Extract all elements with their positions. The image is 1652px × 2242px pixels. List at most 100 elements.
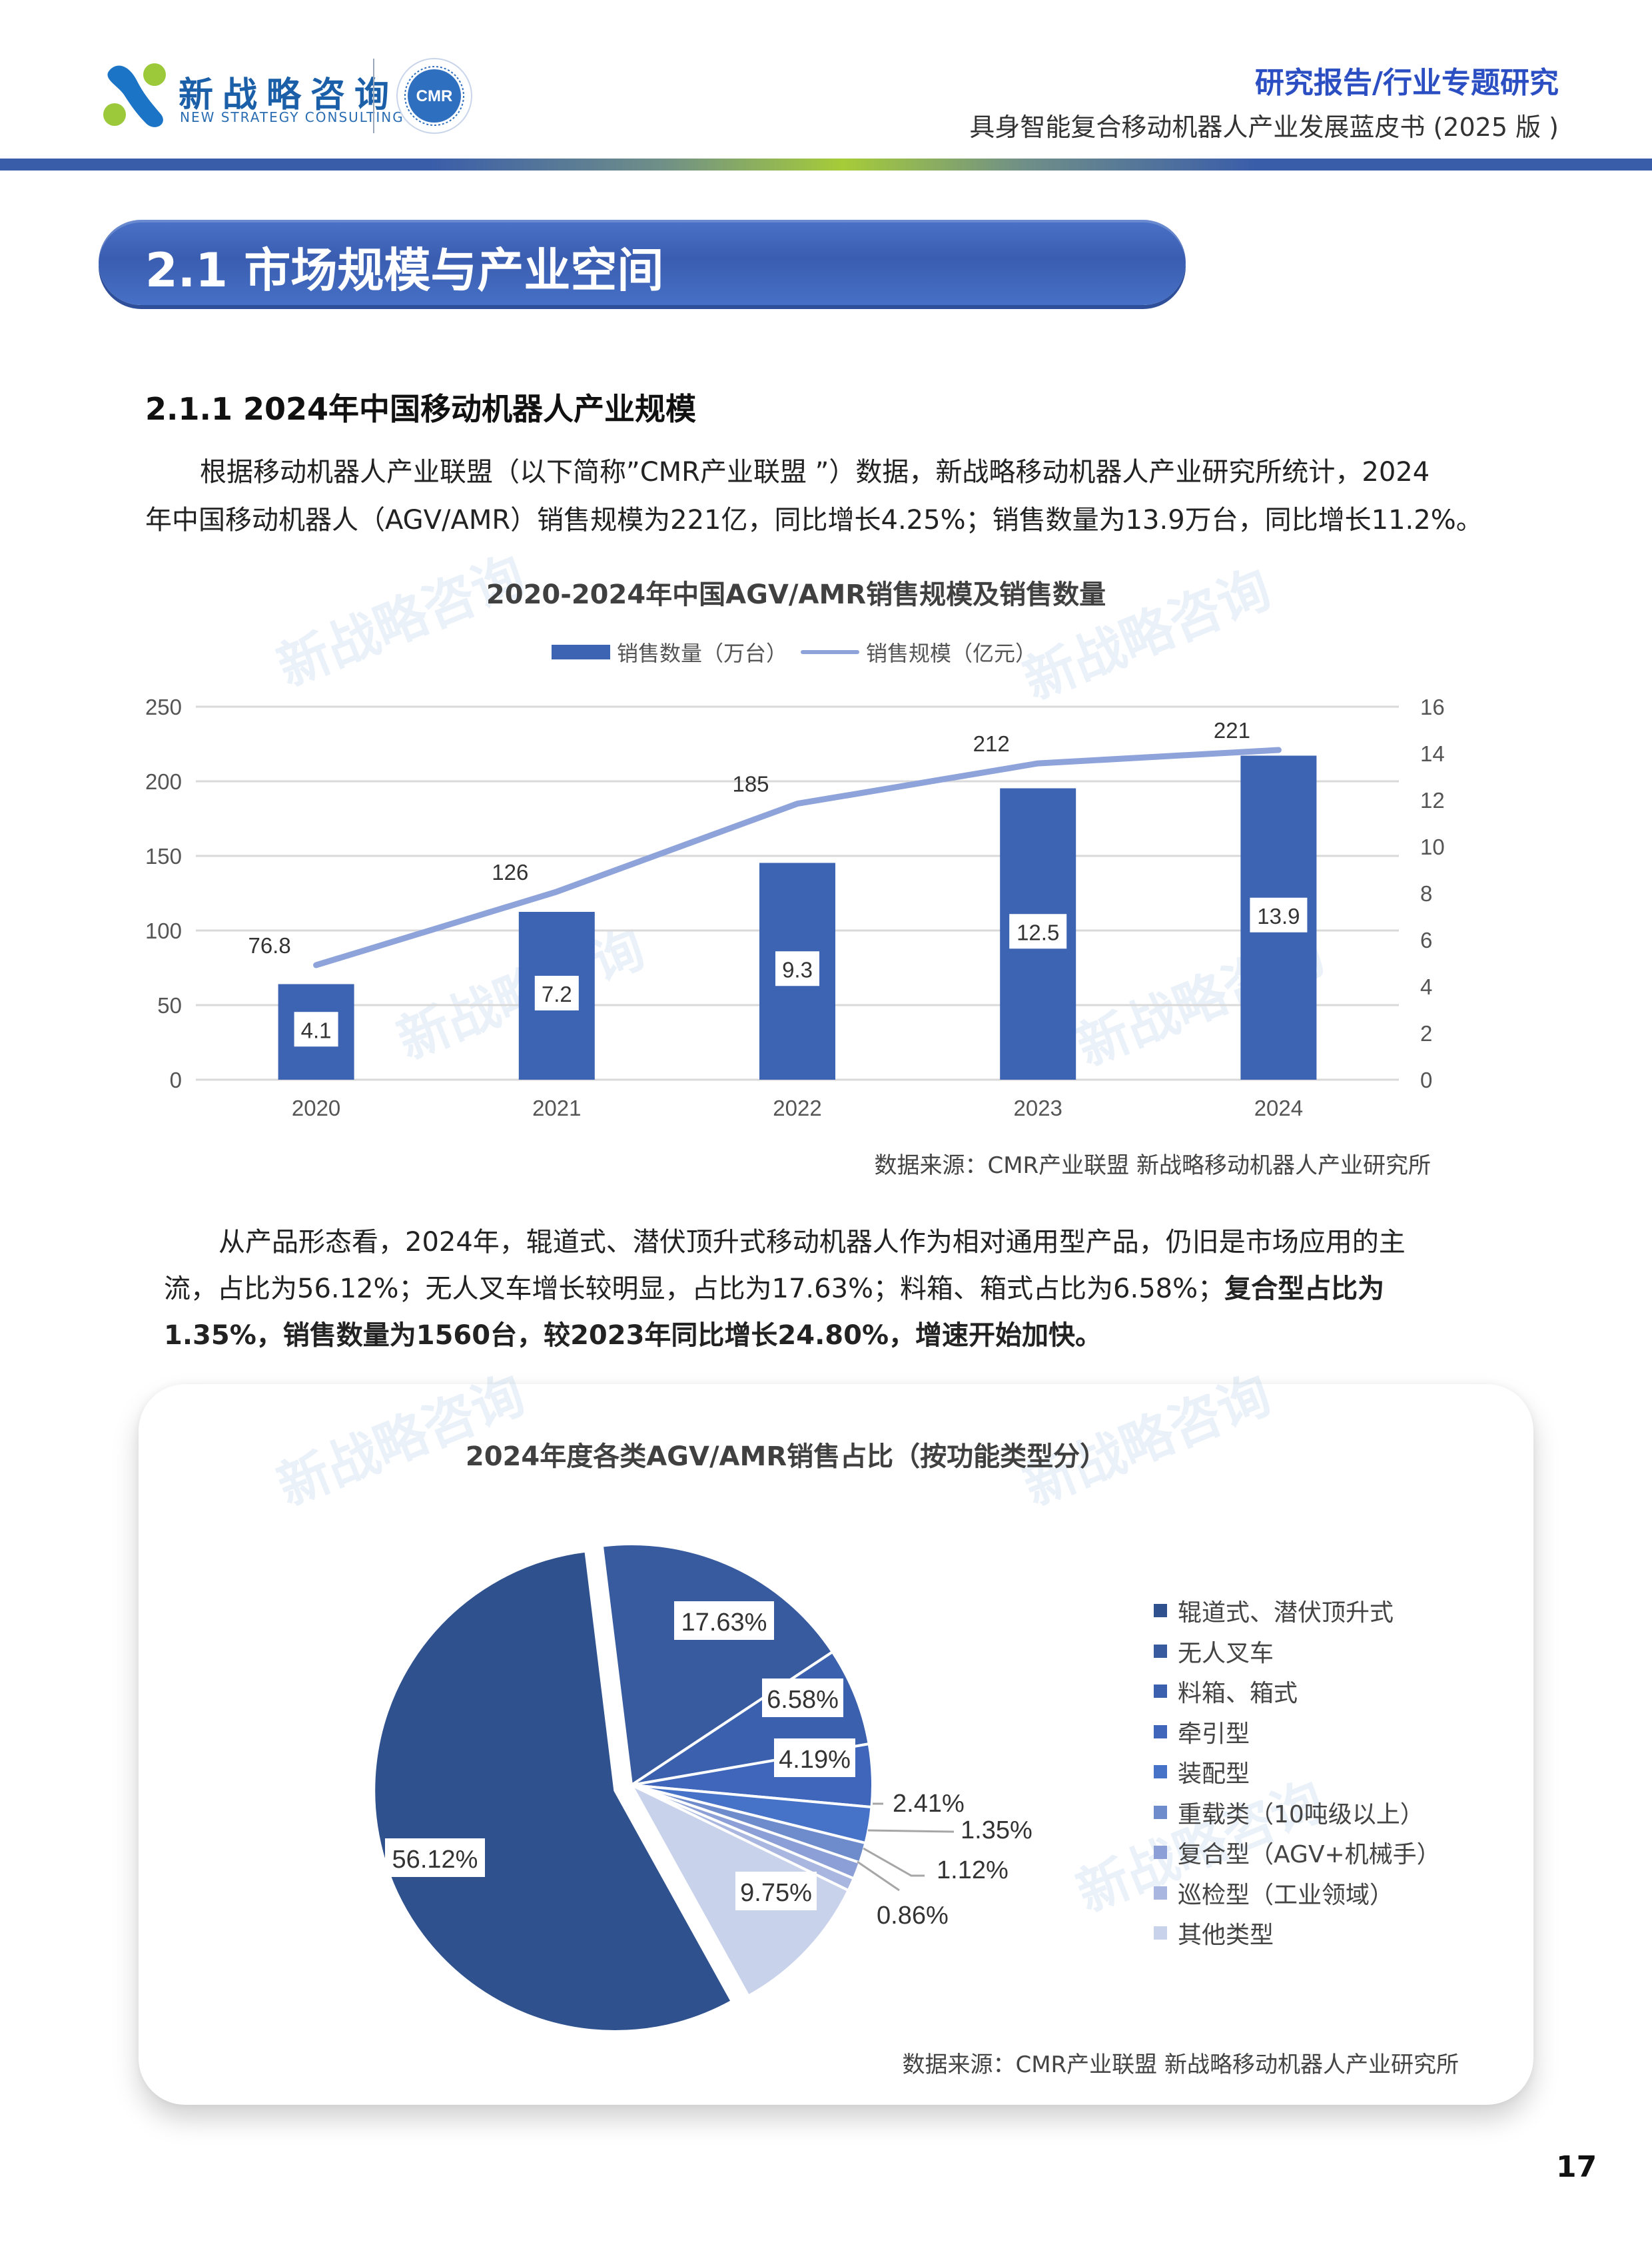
right-axis-tick: 0 [1420, 1068, 1432, 1092]
pie-label: 56.12% [392, 1846, 478, 1874]
subsection-title: 2.1.1 2024年中国移动机器人产业规模 [145, 391, 697, 427]
legend-label-quantity: 销售数量（万台） [617, 641, 788, 666]
line-value-label: 76.8 [248, 933, 290, 958]
paragraph-2-line-3-bold: 1.35%，销售数量为1560台，较2023年同比增长24.80%，增速开始加快… [164, 1320, 1102, 1351]
x-axis-tick: 2020 [292, 1096, 340, 1120]
legend-label-scale: 销售规模（亿元） [866, 641, 1037, 666]
pie-legend-item: 其他类型 [1154, 1913, 1441, 1954]
legend-label: 无人叉车 [1178, 1639, 1274, 1667]
pie-label-box [385, 1838, 485, 1877]
left-axis-tick: 250 [145, 695, 182, 719]
right-axis-tick: 12 [1420, 788, 1445, 813]
paragraph-1-line-1: 根据移动机器人产业联盟（以下简称”CMR产业联盟 ”）数据，新战略移动机器人产业… [200, 457, 1430, 488]
legend-label: 巡检型（工业领域） [1178, 1881, 1394, 1909]
legend-label: 辊道式、潜伏顶升式 [1178, 1599, 1394, 1627]
x-axis-tick: 2022 [773, 1096, 821, 1120]
pie-slice [600, 1543, 835, 1788]
pie-label-box [674, 1601, 774, 1640]
legend-swatch [1154, 1604, 1167, 1618]
pie-label: 0.86% [877, 1902, 949, 1930]
paragraph-2-line-2: 流，占比为56.12%；无人叉车增长较明显，占比为17.63%；料箱、箱式占比为… [164, 1267, 1384, 1306]
pie-legend-item: 复合型（AGV+机械手） [1154, 1832, 1441, 1873]
left-axis-tick: 0 [170, 1068, 182, 1092]
left-axis-tick: 150 [145, 844, 182, 869]
section-title: 2.1 市场规模与产业空间 [145, 243, 664, 298]
line-value-label: 126 [492, 860, 528, 885]
logo-divider [373, 59, 374, 133]
pie-label: 17.63% [681, 1609, 767, 1637]
pie-label: 1.12% [937, 1856, 1009, 1884]
left-axis-tick: 50 [157, 993, 182, 1018]
chart2-title: 2024年度各类AGV/AMR销售占比（按功能类型分） [465, 1441, 1107, 1472]
section-title-banner [99, 220, 1186, 305]
x-axis-tick: 2021 [532, 1096, 581, 1120]
paragraph-2-line-1: 从产品形态看，2024年，辊道式、潜伏顶升式移动机器人作为相对通用型产品，仍旧是… [218, 1227, 1406, 1258]
paragraph-1-line-2: 年中国移动机器人（AGV/AMR）销售规模为221亿，同比增长4.25%；销售数… [145, 505, 1483, 536]
pie-legend-item: 牵引型 [1154, 1712, 1441, 1752]
legend-label: 牵引型 [1178, 1720, 1250, 1748]
pie-legend-item: 辊道式、潜伏顶升式 [1154, 1591, 1441, 1631]
legend-swatch [1154, 1926, 1167, 1940]
header-gradient-bar [0, 159, 1652, 171]
legend-label: 复合型（AGV+机械手） [1178, 1841, 1441, 1869]
svg-text:CMR: CMR [416, 87, 453, 105]
pie-leader-line [867, 1829, 955, 1833]
pie-leader-line [857, 1860, 900, 1892]
x-axis-tick: 2023 [1013, 1096, 1062, 1120]
bar-value-label: 7.2 [542, 982, 572, 1006]
line-series [313, 747, 1282, 968]
legend-label: 其他类型 [1178, 1922, 1274, 1950]
page-number: 17 [1556, 2150, 1597, 2184]
right-axis-tick: 6 [1420, 928, 1432, 952]
legend-swatch [1154, 1765, 1167, 1779]
x-axis-tick: 2024 [1254, 1096, 1303, 1120]
legend-swatch [1154, 1805, 1167, 1819]
left-axis-tick: 100 [145, 919, 182, 943]
pie-label: 4.19% [779, 1746, 851, 1774]
bar-value-label: 4.1 [301, 1018, 332, 1042]
line-value-label: 221 [1214, 718, 1250, 743]
paragraph-2-line-2-normal: 流，占比为56.12%；无人叉车增长较明显，占比为17.63%；料箱、箱式占比为… [164, 1274, 1225, 1304]
new-strategy-logo-icon [103, 63, 166, 127]
combo-bar-line-chart: 0 50 100 150 200 250 0 2 4 6 8 10 12 14 16 4.1 2020 7.2 20… [145, 695, 1445, 1120]
line-value-label: 185 [732, 772, 769, 797]
right-axis-tick: 4 [1420, 974, 1432, 999]
pie-legend-item: 巡检型（工业领域） [1154, 1873, 1441, 1914]
cmr-badge-icon: CMR [396, 58, 472, 134]
chart1-legend: 销售数量（万台） 销售规模（亿元） [552, 637, 1036, 667]
bar-value-label-box [534, 976, 579, 1010]
bar-value-label-box [1250, 897, 1308, 933]
legend-swatch [1154, 1724, 1167, 1738]
pie-legend-item: 重载类（10吨级以上） [1154, 1792, 1441, 1833]
paragraph-2-line-3: 1.35%，销售数量为1560台，较2023年同比增长24.80%，增速开始加快… [164, 1313, 1102, 1352]
pie-label-box [735, 1872, 817, 1910]
legend-swatch [1154, 1684, 1167, 1698]
pie-legend-item: 装配型 [1154, 1752, 1441, 1792]
pie-label-box [774, 1738, 855, 1777]
bar-value-label: 13.9 [1257, 904, 1300, 929]
legend-label: 重载类（10吨级以上） [1178, 1800, 1424, 1828]
right-axis-tick: 2 [1420, 1021, 1432, 1046]
bar-value-label: 9.3 [782, 957, 813, 982]
pie-label: 2.41% [893, 1790, 965, 1818]
pie-label: 1.35% [961, 1816, 1032, 1844]
left-axis-tick: 200 [145, 769, 182, 794]
pie-legend: 辊道式、潜伏顶升式 无人叉车料箱、箱式牵引型装配型重载类（10吨级以上） 复合型（A… [1154, 1591, 1441, 1954]
report-type-title: 研究报告/行业专题研究 [1254, 66, 1559, 100]
paragraph-2-line-2-bold: 复合型占比为 [1224, 1274, 1385, 1304]
right-axis-tick: 10 [1420, 835, 1445, 859]
legend-swatch-bar [552, 645, 610, 659]
right-axis-tick: 8 [1420, 881, 1432, 906]
pie-legend-item: 无人叉车 [1154, 1631, 1441, 1672]
legend-label: 料箱、箱式 [1178, 1680, 1298, 1708]
bar-value-label-box [294, 1012, 338, 1047]
pie-leader-line [863, 1847, 925, 1877]
legend-swatch [1154, 1886, 1167, 1900]
chart1-title: 2020-2024年中国AGV/AMR销售规模及销售数量 [486, 579, 1106, 610]
logo-name-cn: 新战略咨询 [179, 75, 399, 115]
legend-swatch-line [801, 650, 860, 654]
pie-label: 9.75% [740, 1879, 812, 1907]
chart1-source: 数据来源：CMR产业联盟 新战略移动机器人产业研究所 [874, 1152, 1431, 1179]
pie-label-box [762, 1679, 843, 1717]
